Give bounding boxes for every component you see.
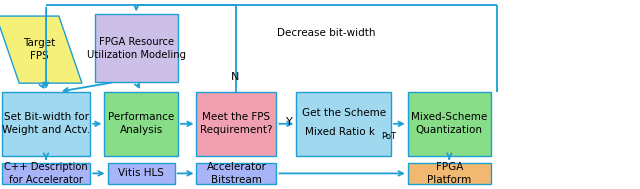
FancyBboxPatch shape <box>2 92 90 156</box>
Text: FPGA
Platform: FPGA Platform <box>427 162 472 185</box>
FancyBboxPatch shape <box>95 14 178 82</box>
Polygon shape <box>0 16 82 83</box>
FancyBboxPatch shape <box>296 92 391 156</box>
FancyBboxPatch shape <box>408 163 491 184</box>
Text: Mixed Ratio k: Mixed Ratio k <box>305 127 376 137</box>
Text: Accelerator
Bitstream: Accelerator Bitstream <box>207 162 266 185</box>
Text: Performance
Analysis: Performance Analysis <box>108 112 174 135</box>
FancyBboxPatch shape <box>408 92 491 156</box>
Text: N: N <box>231 72 240 81</box>
Text: C++ Description
for Accelerator: C++ Description for Accelerator <box>4 162 88 185</box>
Text: Meet the FPS
Requirement?: Meet the FPS Requirement? <box>200 112 273 135</box>
Text: Get the Scheme: Get the Scheme <box>301 108 386 118</box>
FancyBboxPatch shape <box>2 163 90 184</box>
Text: Vitis HLS: Vitis HLS <box>118 168 164 178</box>
Text: PoT: PoT <box>381 132 396 141</box>
Text: Y: Y <box>286 117 292 127</box>
Text: FPGA Resource
Utilization Modeling: FPGA Resource Utilization Modeling <box>87 37 186 60</box>
Text: Target
FPS: Target FPS <box>24 38 56 61</box>
Text: Decrease bit-width: Decrease bit-width <box>277 28 376 38</box>
Text: Set Bit-width for
Weight and Actv.: Set Bit-width for Weight and Actv. <box>2 112 90 135</box>
Text: Mixed-Scheme
Quantization: Mixed-Scheme Quantization <box>411 112 488 135</box>
FancyBboxPatch shape <box>196 92 276 156</box>
FancyBboxPatch shape <box>108 163 175 184</box>
FancyBboxPatch shape <box>196 163 276 184</box>
FancyBboxPatch shape <box>104 92 178 156</box>
